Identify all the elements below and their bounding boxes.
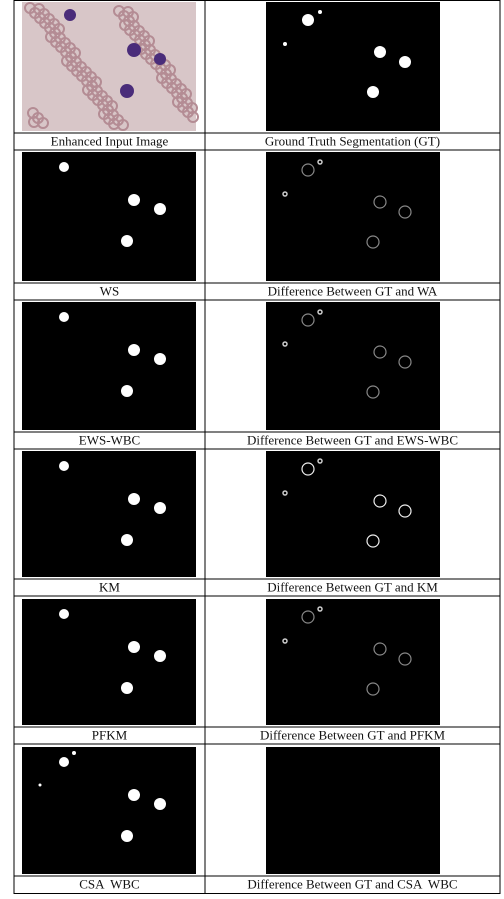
blob (121, 830, 133, 842)
blob (128, 194, 140, 206)
blob (128, 641, 140, 653)
blob (128, 493, 140, 505)
mask-image (266, 747, 440, 874)
wbc (64, 9, 76, 21)
blob (72, 751, 76, 755)
caption: Difference Between GT and PFKM (260, 727, 446, 742)
mask-image (266, 152, 440, 281)
caption: Difference Between GT and EWS-WBC (247, 432, 458, 447)
caption: Difference Between GT and CSA WBC (247, 876, 457, 891)
caption: Difference Between GT and WA (268, 283, 438, 298)
blob (302, 14, 314, 26)
blob (399, 56, 411, 68)
caption: Difference Between GT and KM (267, 579, 438, 594)
blob (121, 534, 133, 546)
blob (283, 42, 287, 46)
mask-image (266, 599, 440, 725)
blob (59, 162, 69, 172)
caption: Enhanced Input Image (51, 133, 169, 148)
blob (367, 86, 379, 98)
mask-image (22, 152, 196, 281)
blob (374, 46, 386, 58)
mask-image (266, 302, 440, 430)
blob (59, 312, 69, 322)
blob (154, 798, 166, 810)
caption: PFKM (92, 727, 128, 742)
wbc (154, 53, 166, 65)
mask-image (266, 451, 440, 577)
wbc (127, 43, 141, 57)
blob (121, 682, 133, 694)
blob (154, 203, 166, 215)
blob (154, 502, 166, 514)
blob (128, 789, 140, 801)
caption: CSA WBC (79, 876, 139, 891)
blob (59, 461, 69, 471)
mask-image (266, 2, 440, 131)
blob (154, 650, 166, 662)
blob (128, 344, 140, 356)
blob (39, 784, 42, 787)
caption: KM (99, 579, 120, 594)
caption: Ground Truth Segmentation (GT) (265, 133, 440, 148)
blob (121, 385, 133, 397)
wbc (120, 84, 134, 98)
blob (154, 353, 166, 365)
figure: Enhanced Input Image Ground Truth Segment… (0, 0, 504, 899)
mask-image (22, 451, 196, 577)
mask-image (22, 599, 196, 725)
blob (318, 10, 322, 14)
blob (59, 757, 69, 767)
blob (121, 235, 133, 247)
page: Enhanced Input Image Ground Truth Segment… (0, 0, 504, 899)
caption: EWS-WBC (79, 432, 140, 447)
blob (59, 609, 69, 619)
caption: WS (100, 283, 120, 298)
mask-image (22, 302, 196, 430)
mask-image (22, 747, 196, 874)
